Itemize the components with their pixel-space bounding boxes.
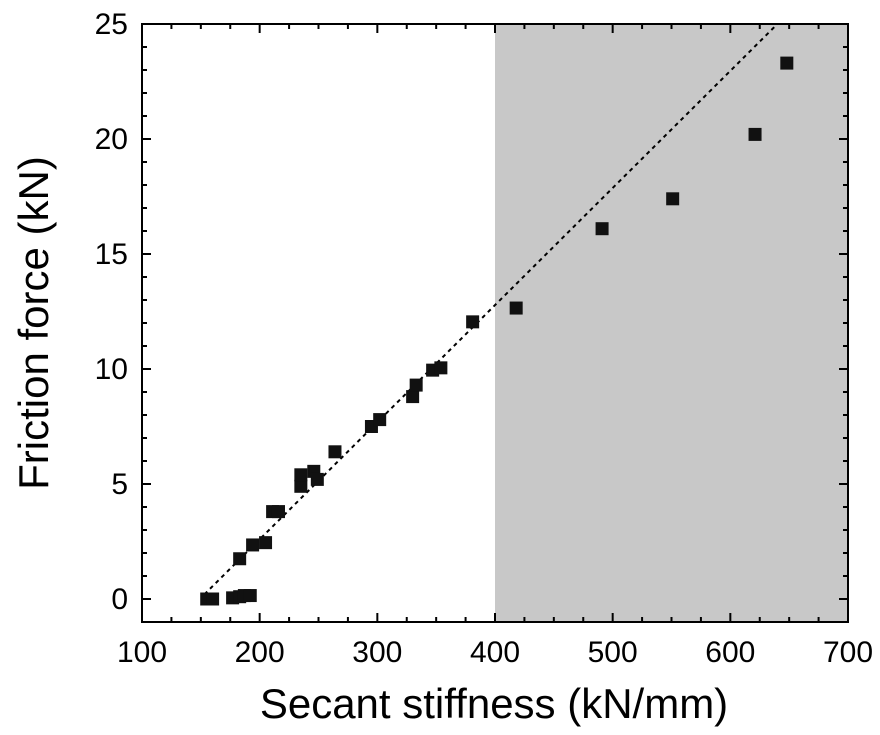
y-tick-label: 20 (95, 123, 128, 156)
data-point (373, 413, 387, 427)
data-point (246, 538, 260, 552)
data-point (666, 192, 680, 206)
data-point (595, 222, 609, 236)
plot-area: 100 200 300 400 500 600 700 0 5 10 15 20 25 (95, 8, 873, 669)
data-point (271, 505, 285, 519)
data-point (310, 472, 324, 486)
x-axis-title: Secant stiffness (kN/mm) (260, 680, 728, 727)
data-point (243, 589, 257, 603)
data-point (466, 315, 480, 329)
x-tick-label: 300 (352, 636, 402, 669)
data-point (206, 592, 220, 606)
x-tick-label: 700 (823, 636, 873, 669)
y-axis-title: Friction force (kN) (10, 156, 57, 490)
data-point (406, 390, 420, 404)
data-point (233, 552, 247, 566)
y-tick-label: 0 (111, 583, 128, 616)
x-tick-label: 600 (705, 636, 755, 669)
shaded-region (495, 24, 848, 622)
y-tick-label: 5 (111, 468, 128, 501)
data-point (294, 468, 308, 482)
data-point (434, 361, 448, 375)
x-tick-label: 500 (588, 636, 638, 669)
x-tick-label: 200 (235, 636, 285, 669)
data-point (748, 127, 762, 141)
data-point (780, 56, 794, 70)
y-tick-label: 25 (95, 8, 128, 41)
y-tick-label: 10 (95, 353, 128, 386)
data-point (409, 378, 423, 392)
trend-line (203, 24, 779, 596)
x-tick-label: 400 (470, 636, 520, 669)
x-tick-label: 100 (117, 636, 167, 669)
data-point (328, 445, 342, 459)
data-point (509, 301, 523, 315)
y-tick-label: 15 (95, 238, 128, 271)
data-point (259, 536, 273, 550)
data-point (294, 479, 308, 493)
